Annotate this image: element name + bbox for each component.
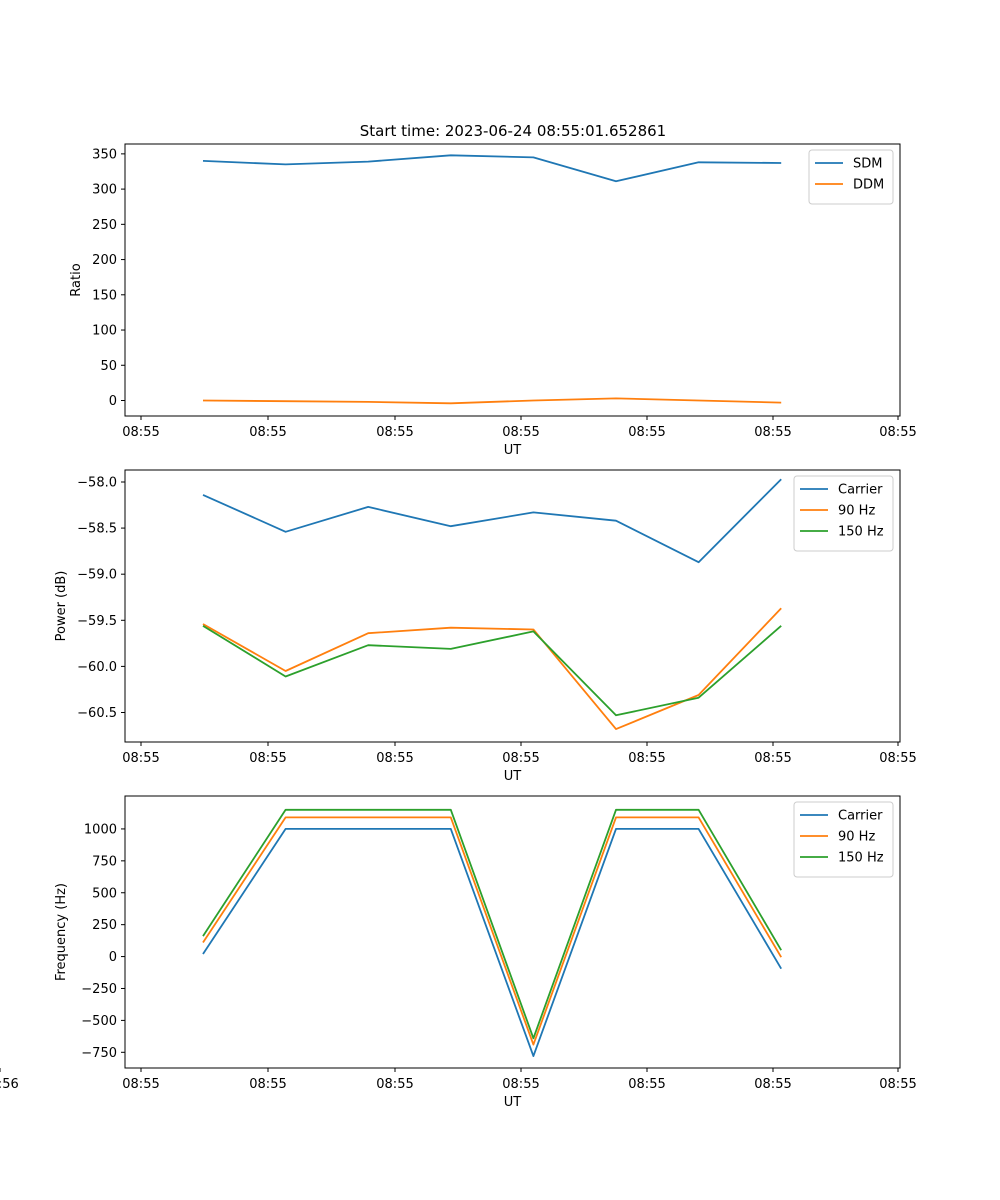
legend-box (793, 801, 894, 878)
x-tick-label: 08:55 (122, 1077, 159, 1092)
x-tick-label: 08:55 (502, 425, 539, 440)
axes-frame (124, 143, 901, 417)
y-tick-label: 350 (92, 147, 117, 162)
x-tick-label: 08:55 (628, 1077, 665, 1092)
x-tick-label: 08:56 (0, 1077, 19, 1092)
x-tick-label: 08:55 (502, 1077, 539, 1092)
x-tick-label: 08:55 (879, 751, 916, 766)
y-tick-label: −58.0 (77, 475, 117, 490)
series-line-carrier (202, 478, 782, 564)
y-tick-label: −750 (81, 1046, 117, 1061)
x-tick-label: 08:55 (376, 425, 413, 440)
axes-frame (124, 469, 901, 743)
y-axis-label: Power (dB) (54, 571, 69, 642)
y-tick-label: −60.5 (77, 706, 117, 721)
x-tick-label: 08:55 (376, 751, 413, 766)
series-line-carrier (202, 828, 782, 1057)
y-tick-label: 500 (92, 886, 117, 901)
y-tick-label: −250 (81, 982, 117, 997)
panel-1: 0 50 100 150 200 250 300 350 08:55 08:55 08:55 08:5… (69, 143, 917, 458)
legend: SDM DDM (808, 149, 894, 205)
x-tick-label: 08:55 (249, 425, 286, 440)
x-tick-label: 08:55 (628, 425, 665, 440)
x-tick-label: 08:55 (376, 1077, 413, 1092)
y-tick-label: 300 (92, 183, 117, 198)
y-tick-label: 0 (109, 950, 117, 965)
x-tick-label: 08:55 (754, 1077, 791, 1092)
x-tick-label: 08:55 (879, 1077, 916, 1092)
legend-label: 90 Hz (838, 504, 875, 519)
y-tick-label: 0 (109, 394, 117, 409)
series-line-150-hz (202, 808, 782, 1040)
legend-label: 150 Hz (838, 851, 884, 866)
axes-frame (124, 795, 901, 1069)
y-tick-label: 200 (92, 253, 117, 268)
x-tick-label: 08:55 (879, 425, 916, 440)
y-tick-label: 50 (100, 359, 117, 374)
x-tick-label: 08:55 (122, 425, 159, 440)
x-tick-label: 08:55 (122, 751, 159, 766)
x-tick-label: 08:55 (249, 751, 286, 766)
y-tick-label: −500 (81, 1014, 117, 1029)
legend-label: 90 Hz (838, 830, 875, 845)
legend-label: 150 Hz (838, 525, 884, 540)
y-tick-label: −60.0 (77, 660, 117, 675)
series-line-90-hz (202, 816, 782, 1046)
legend-label: SDM (853, 157, 882, 172)
x-axis-label: UT (504, 769, 522, 784)
y-tick-label: 250 (92, 918, 117, 933)
y-tick-label: −59.5 (77, 614, 117, 629)
y-axis-label: Frequency (Hz) (54, 883, 69, 981)
y-tick-label: 250 (92, 218, 117, 233)
x-axis-label: UT (504, 1095, 522, 1110)
y-tick-label: −58.5 (77, 522, 117, 537)
panel-3: −750 −500 −250 0 250 500 750 1000 08:55 08:55 08:5… (0, 795, 917, 1110)
x-axis-label: UT (504, 443, 522, 458)
x-tick-label: 08:55 (754, 751, 791, 766)
x-tick-label: 08:55 (249, 1077, 286, 1092)
y-tick-label: −59.0 (77, 568, 117, 583)
legend: Carrier 90 Hz 150 Hz (793, 801, 894, 878)
y-tick-label: 150 (92, 288, 117, 303)
legend-label: Carrier (838, 809, 883, 824)
legend-label: Carrier (838, 483, 883, 498)
panel-2: −58.0 −58.5 −59.0 −59.5 −60.0 −60.5 08:55 08:55… (54, 469, 917, 784)
x-tick-label: 08:55 (754, 425, 791, 440)
series-line-90-hz (202, 607, 782, 730)
y-tick-label: 100 (92, 324, 117, 339)
legend-label: DDM (853, 178, 884, 193)
y-axis-label: Ratio (69, 263, 84, 296)
legend-box (793, 475, 894, 552)
x-tick-label: 08:55 (502, 751, 539, 766)
y-tick-label: 1000 (84, 822, 117, 837)
x-tick-label: 08:55 (628, 751, 665, 766)
y-tick-label: 750 (92, 854, 117, 869)
series-line-sdm (202, 154, 782, 183)
series-line-ddm (202, 397, 782, 405)
series-line-150-hz (202, 625, 782, 717)
legend: Carrier 90 Hz 150 Hz (793, 475, 894, 552)
figure-title: Start time: 2023-06-24 08:55:01.652861 (360, 122, 666, 140)
